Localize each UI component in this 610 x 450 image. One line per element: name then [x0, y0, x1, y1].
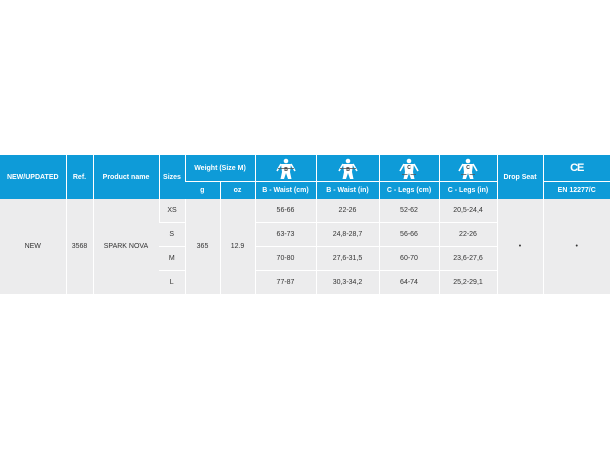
- size-cell: S: [159, 222, 185, 247]
- b-waist-cm-cell: 70-80: [254, 246, 316, 271]
- header-ce-mark: CE: [542, 155, 610, 182]
- b-waist-in-cell: 22-26: [315, 199, 379, 223]
- header-new-updated: NEW/UPDATED: [0, 155, 66, 199]
- figure-letter: C: [466, 165, 470, 171]
- b-waist-in-cell: 30,3-34,2: [315, 270, 379, 294]
- harness-waist-diagram-icon: B: [337, 158, 358, 179]
- c-legs-in-cell: 20,5-24,4: [438, 199, 497, 223]
- b-waist-in-cell: 24,8-28,7: [315, 222, 379, 247]
- b-waist-cm-cell: 77-87: [254, 270, 316, 294]
- en-norm-cell: •: [542, 199, 610, 294]
- b-waist-cm-cell: 56-66: [254, 199, 316, 223]
- harness-legs-diagram-icon: C: [458, 158, 478, 179]
- c-legs-in-cell: 23,6-27,6: [438, 246, 497, 271]
- table-row: L 77-87 30,3-34,2 64-74 25,2-29,1: [0, 270, 610, 294]
- c-legs-in-cell: 22-26: [438, 222, 497, 247]
- header-b-waist-cm: B - Waist (cm): [254, 181, 316, 199]
- harness-waist-diagram-icon: B: [275, 158, 296, 179]
- figure-letter: B: [284, 167, 288, 173]
- b-waist-in-cell: 27,6-31,5: [315, 246, 379, 271]
- c-legs-cm-cell: 60-70: [378, 246, 439, 271]
- c-legs-cm-cell: 56-66: [378, 222, 439, 247]
- header-product-name: Product name: [92, 155, 159, 199]
- size-cell: M: [159, 246, 185, 271]
- header-c-legs-cm: C - Legs (cm): [378, 181, 439, 199]
- header-drop-seat: Drop Seat: [496, 155, 543, 199]
- header-figure-c-cm: C: [378, 155, 439, 182]
- header-weight: Weight (Size M): [184, 155, 255, 182]
- status-cell: NEW: [0, 199, 66, 294]
- figure-letter: C: [407, 165, 411, 171]
- header-figure-b-cm: B: [254, 155, 316, 182]
- drop-seat-cell: •: [496, 199, 543, 294]
- header-b-waist-in: B - Waist (in): [315, 181, 379, 199]
- size-cell: L: [159, 270, 185, 294]
- header-weight-g: g: [185, 181, 220, 199]
- header-c-legs-in: C - Legs (in): [438, 181, 497, 199]
- table-row: NEW 3568 SPARK NOVA XS 365 12.9 56-66 22…: [0, 199, 610, 294]
- b-waist-cm-cell: 63-73: [254, 222, 316, 247]
- header-weight-oz: oz: [219, 181, 255, 199]
- weight-oz-cell: 12.9: [219, 199, 255, 294]
- header-figure-b-in: B: [315, 155, 379, 182]
- header-sizes: Sizes: [158, 155, 185, 199]
- product-name-cell: SPARK NOVA: [92, 199, 159, 294]
- c-legs-in-cell: 25,2-29,1: [438, 270, 497, 294]
- ce-mark-icon: CE: [570, 162, 584, 174]
- c-legs-cm-cell: 64-74: [378, 270, 439, 294]
- header-norm: EN 12277/C: [542, 181, 610, 199]
- weight-g-cell: 365: [184, 199, 220, 294]
- header-figure-c-in: C: [438, 155, 497, 182]
- figure-letter: B: [346, 167, 350, 173]
- harness-legs-diagram-icon: C: [399, 158, 419, 179]
- size-cell: XS: [158, 199, 185, 223]
- table-row: S 63-73 24,8-28,7 56-66 22-26: [0, 222, 610, 247]
- table-row: M 70-80 27,6-31,5 60-70 23,6-27,6: [0, 246, 610, 271]
- header-ref: Ref.: [65, 155, 93, 199]
- harness-size-table: NEW/UPDATED Ref. Product name Sizes Weig…: [0, 155, 610, 294]
- ref-cell: 3568: [65, 199, 93, 294]
- c-legs-cm-cell: 52-62: [378, 199, 439, 223]
